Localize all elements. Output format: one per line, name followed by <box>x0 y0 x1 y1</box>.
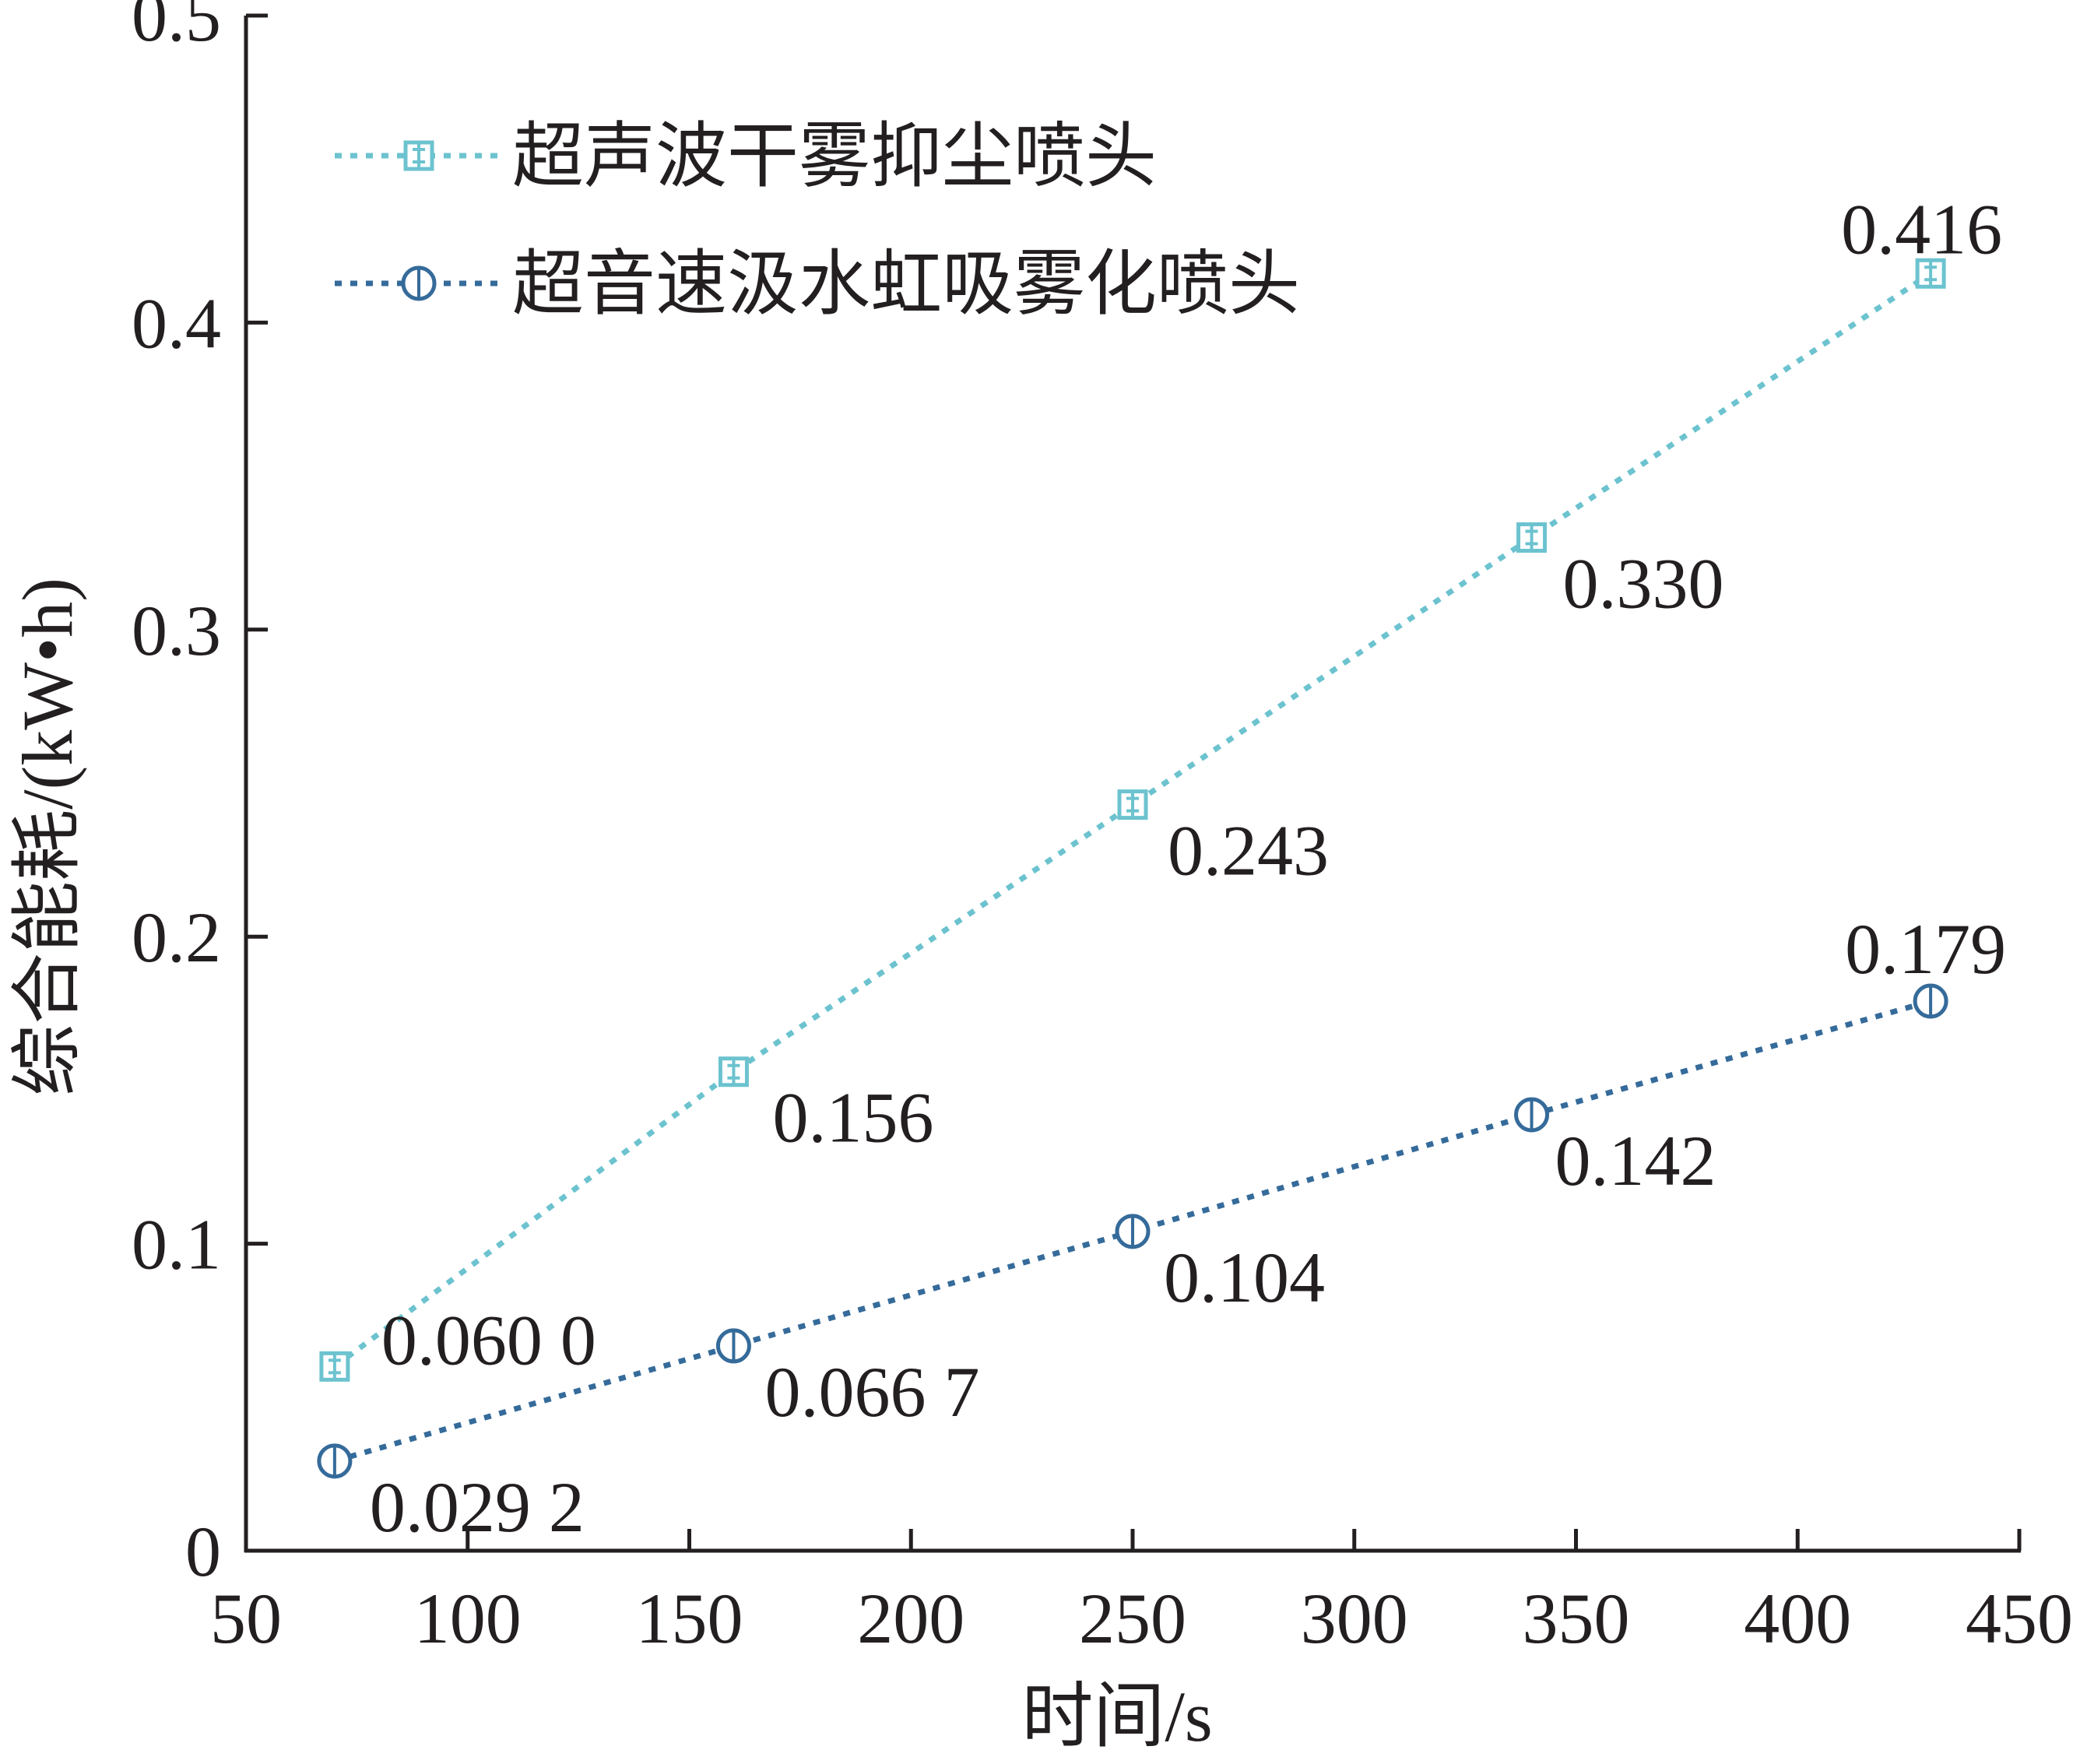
data-label: 0.416 <box>1841 189 2002 269</box>
legend-item-ultrasonic-dry-fog: 超声波干雾抑尘喷头 <box>335 117 1157 196</box>
data-point <box>317 1443 353 1479</box>
legend-label: 超声波干雾抑尘喷头 <box>512 117 1157 196</box>
legend-item-supersonic-siphon: 超音速汲水虹吸雾化喷头 <box>335 244 1300 324</box>
y-tick-label: 0.3 <box>132 591 221 670</box>
x-tick-label: 350 <box>1523 1579 1630 1658</box>
y-tick-label: 0 <box>185 1512 221 1591</box>
data-point <box>718 1056 749 1088</box>
series-1 <box>317 983 1948 1479</box>
data-point <box>1913 983 1948 1019</box>
data-label: 0.243 <box>1168 811 1329 891</box>
series-0 <box>319 258 1946 1382</box>
data-label: 0.156 <box>772 1078 933 1158</box>
data-label: 0.029 2 <box>370 1467 585 1547</box>
data-point <box>715 1328 751 1364</box>
data-point <box>1115 1214 1151 1249</box>
legend: 超声波干雾抑尘喷头 超音速汲水虹吸雾化喷头 <box>335 117 1300 324</box>
x-ticks: 50 100 150 200 250 300 350 400 450 <box>210 1529 2073 1658</box>
x-tick-label: 300 <box>1301 1579 1408 1658</box>
y-ticks: 0 0.1 0.2 0.3 0.4 0.5 <box>132 0 268 1591</box>
series-line <box>332 271 1933 1369</box>
data-point <box>1117 789 1148 821</box>
x-tick-label: 150 <box>636 1579 743 1658</box>
x-tick-label: 250 <box>1079 1579 1186 1658</box>
data-point <box>1514 1097 1550 1133</box>
legend-swatch-square <box>335 140 506 171</box>
y-tick-label: 0.1 <box>132 1205 221 1284</box>
x-tick-label: 50 <box>210 1579 282 1658</box>
legend-label: 超音速汲水虹吸雾化喷头 <box>512 244 1300 324</box>
legend-swatch-circle <box>335 265 506 301</box>
series-layer <box>317 258 1948 1479</box>
data-labels: 0.060 0 0.156 0.243 0.330 0.416 0.029 2 0.066 … <box>370 189 2006 1547</box>
data-point <box>1516 522 1548 553</box>
data-label: 0.066 7 <box>764 1352 979 1432</box>
data-label: 0.104 <box>1164 1238 1325 1317</box>
y-axis-title: 综合能耗/(kW•h) <box>8 578 87 1096</box>
x-tick-label: 450 <box>1966 1579 2073 1658</box>
data-label: 0.330 <box>1563 543 1724 623</box>
y-tick-label: 0.2 <box>132 898 221 977</box>
x-tick-label: 100 <box>414 1579 522 1658</box>
data-point <box>319 1351 350 1382</box>
data-label: 0.142 <box>1555 1121 1716 1200</box>
axes: 50 100 150 200 250 300 350 400 450 0 0.1 0.2 0.3 0.4… <box>132 0 2073 1658</box>
y-tick-label: 0.5 <box>132 0 221 56</box>
x-tick-label: 400 <box>1744 1579 1851 1658</box>
data-label: 0.060 0 <box>381 1300 596 1379</box>
x-tick-label: 200 <box>857 1579 964 1658</box>
data-label: 0.179 <box>1845 909 2006 989</box>
x-axis-title: 时间/s <box>1021 1677 1212 1756</box>
data-point <box>1915 258 1946 289</box>
y-tick-label: 0.4 <box>132 283 221 363</box>
